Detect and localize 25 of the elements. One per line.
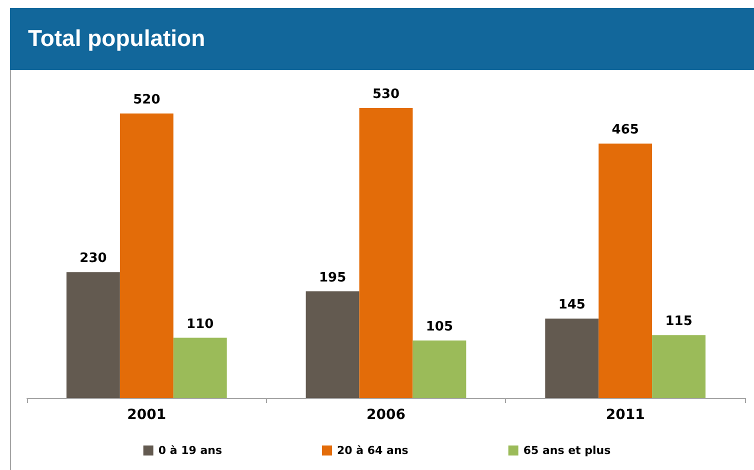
legend-label: 20 à 64 ans (337, 444, 409, 457)
data-label: 530 (372, 87, 400, 102)
x-tick-label: 2011 (606, 407, 645, 423)
bar (120, 113, 174, 398)
bar (66, 272, 120, 398)
chart-title: Total population (28, 25, 206, 52)
data-label: 195 (318, 270, 346, 286)
data-label: 110 (186, 316, 214, 332)
data-label: 115 (665, 314, 692, 330)
bar (652, 335, 706, 398)
data-label: 230 (80, 251, 107, 266)
bar (598, 144, 652, 398)
bar (173, 338, 227, 398)
bar (545, 318, 599, 398)
legend-label: 65 ans et plus (523, 444, 612, 457)
data-label: 465 (612, 122, 639, 138)
data-label: 520 (133, 92, 160, 108)
bar (359, 108, 413, 398)
x-tick-label: 2006 (366, 407, 406, 423)
x-tick-label: 2001 (127, 407, 166, 423)
data-label: 145 (558, 298, 586, 313)
data-label: 105 (426, 320, 454, 335)
legend-label: 0 à 19 ans (158, 444, 222, 457)
bar (412, 340, 466, 398)
bar (306, 291, 360, 398)
